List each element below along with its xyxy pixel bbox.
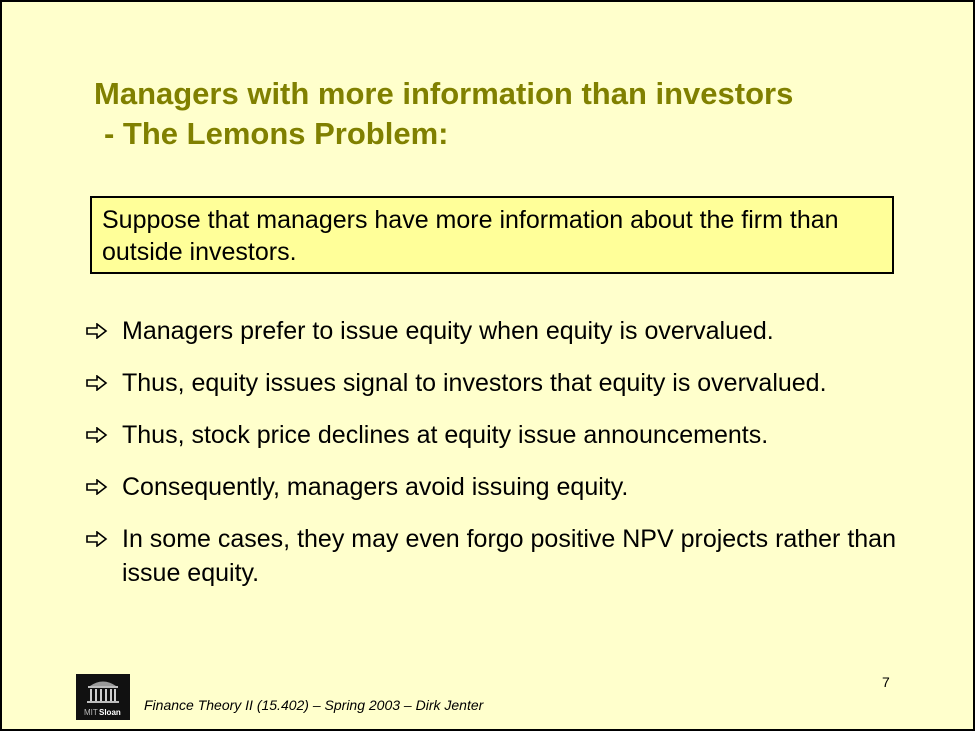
bullet-item: Thus, equity issues signal to investors … (86, 366, 926, 400)
callout-box: Suppose that managers have more informat… (90, 196, 894, 274)
right-arrow-icon (86, 314, 110, 348)
title-line-1: Managers with more information than inve… (94, 76, 794, 111)
logo-text-mit: MIT (84, 708, 98, 717)
slide-title: Managers with more information than inve… (94, 74, 793, 154)
right-arrow-icon (86, 522, 110, 556)
bullet-text: Thus, stock price declines at equity iss… (122, 421, 769, 449)
right-arrow-icon (86, 418, 110, 452)
bullet-text: Managers prefer to issue equity when equ… (122, 317, 774, 345)
bullet-text: Thus, equity issues signal to investors … (122, 369, 827, 397)
right-arrow-icon (86, 470, 110, 504)
bullet-item: Managers prefer to issue equity when equ… (86, 314, 926, 348)
bullet-item: Consequently, managers avoid issuing equ… (86, 470, 926, 504)
title-line-2: - The Lemons Problem: (104, 116, 449, 151)
bullet-text: In some cases, they may even forgo posit… (122, 525, 896, 587)
bullet-text: Consequently, managers avoid issuing equ… (122, 473, 629, 501)
mit-sloan-logo-icon: MIT Sloan (76, 674, 130, 720)
bullet-item: Thus, stock price declines at equity iss… (86, 418, 926, 452)
bullet-item: In some cases, they may even forgo posit… (86, 522, 926, 590)
logo-text-sloan: Sloan (99, 708, 121, 717)
page-number: 7 (882, 674, 890, 690)
bullet-list: Managers prefer to issue equity when equ… (86, 314, 926, 608)
right-arrow-icon (86, 366, 110, 400)
footer-text: Finance Theory II (15.402) – Spring 2003… (144, 697, 484, 713)
